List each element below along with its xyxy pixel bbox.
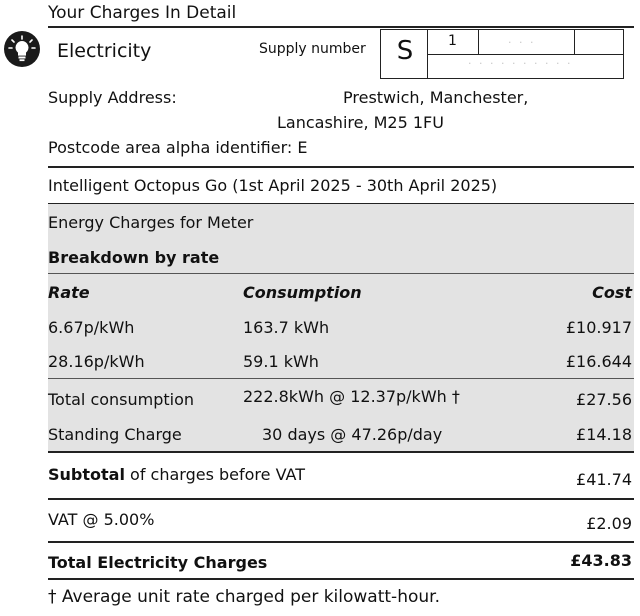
- energy-charges-panel: [48, 204, 634, 451]
- supply-top-digit: 1: [448, 33, 457, 49]
- fuel-type: Electricity: [57, 40, 152, 62]
- standing-charge-cost: £14.18: [576, 425, 632, 444]
- standing-charge-label: Standing Charge: [48, 425, 182, 444]
- supply-address-line2: Lancashire, M25 1FU: [277, 113, 444, 132]
- divider: [48, 541, 634, 543]
- divider: [48, 451, 634, 453]
- column-cost: Cost: [592, 283, 632, 302]
- postcode-area: Postcode area alpha identifier: E: [48, 138, 308, 157]
- footnote: † Average unit rate charged per kilowatt…: [48, 587, 440, 607]
- title-divider: [48, 26, 634, 28]
- page-title: Your Charges In Detail: [48, 3, 237, 23]
- cost-cell: £16.644: [565, 352, 632, 371]
- energy-heading: Energy Charges for Meter: [48, 213, 254, 232]
- supply-number-grid: 1 · · · · · · · · · · · · ·: [428, 29, 624, 79]
- consumption-cell: 59.1 kWh: [243, 352, 319, 371]
- supply-address-label: Supply Address:: [48, 88, 177, 107]
- vat-label: VAT @ 5.00%: [48, 510, 155, 529]
- consumption-cell: 163.7 kWh: [243, 318, 330, 337]
- redacted-digits: · · · · · · · · · ·: [468, 57, 573, 70]
- vat-amount: £2.09: [586, 514, 632, 533]
- column-consumption: Consumption: [243, 283, 362, 302]
- lightbulb-icon: [4, 31, 40, 67]
- total-consumption-detail: 222.8kWh @ 12.37p/kWh †: [243, 387, 460, 406]
- subtotal-amount: £41.74: [576, 470, 632, 489]
- standing-charge-detail: 30 days @ 47.26p/day: [262, 425, 443, 444]
- redacted-digits: · · ·: [508, 36, 536, 49]
- tariff-name: Intelligent Octopus Go (1st April 2025 -…: [48, 176, 498, 195]
- total-consumption-label: Total consumption: [48, 390, 195, 409]
- breakdown-heading: Breakdown by rate: [48, 248, 220, 267]
- divider: [48, 273, 634, 274]
- total-label: Total Electricity Charges: [48, 553, 268, 572]
- supply-number-label: Supply number: [259, 41, 366, 57]
- divider: [48, 166, 634, 168]
- supply-letter-box: S: [380, 29, 428, 79]
- divider: [48, 378, 634, 379]
- divider: [48, 498, 634, 500]
- rate-cell: 28.16p/kWh: [48, 352, 145, 371]
- supply-letter: S: [396, 36, 414, 66]
- column-rate: Rate: [48, 283, 90, 302]
- cost-cell: £10.917: [565, 318, 632, 337]
- divider: [48, 578, 634, 580]
- rate-cell: 6.67p/kWh: [48, 318, 135, 337]
- total-consumption-cost: £27.56: [576, 390, 632, 409]
- subtotal-label: Subtotal of charges before VAT: [48, 465, 305, 484]
- total-amount: £43.83: [570, 551, 632, 570]
- supply-address-line1: Prestwich, Manchester,: [343, 88, 529, 107]
